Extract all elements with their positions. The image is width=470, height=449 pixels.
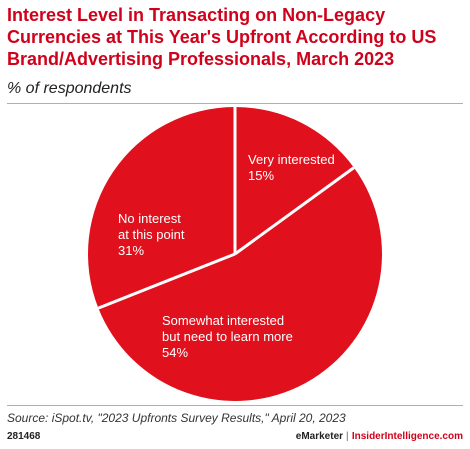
slice-value-label: 31% [118,243,144,258]
pie-slice-3 [87,107,235,309]
slice-label-3: No interest at this point 31% [118,211,185,258]
brand-separator: | [346,431,349,442]
slice-category-label: No interest [118,211,181,226]
slice-label-2: Somewhat interested but need to learn mor… [162,313,293,360]
slice-divider-2 [234,166,355,256]
top-divider [7,103,463,104]
brand-emarketer: eMarketer [295,431,344,442]
slice-divider-3 [97,252,236,310]
brand-insider-intelligence: InsiderIntelligence.com [351,431,463,442]
slice-category-label: at this point [118,227,185,242]
footer-brand: eMarketer | InsiderIntelligence.com [296,431,463,443]
slice-value-label: 54% [162,345,188,360]
slice-category-label: Somewhat interested [162,313,284,328]
chart-subtitle: % of respondents [7,80,132,97]
chart-title: Interest Level in Transacting on Non-Leg… [7,5,437,69]
source-note: Source: iSpot.tv, "2023 Upfronts Survey … [7,411,346,425]
slice-value-label: 15% [248,168,274,183]
slice-category-label: Very interested [248,152,335,167]
pie-slice-2 [98,167,382,401]
pie-chart: Very interested 15% Somewhat interested but… [87,107,382,401]
chart-id: 281468 [7,431,41,442]
slice-label-1: Very interested 15% [248,152,335,183]
bottom-divider [7,405,463,406]
slice-category-label: but need to learn more [162,329,293,344]
pie-slice-1 [235,107,354,254]
